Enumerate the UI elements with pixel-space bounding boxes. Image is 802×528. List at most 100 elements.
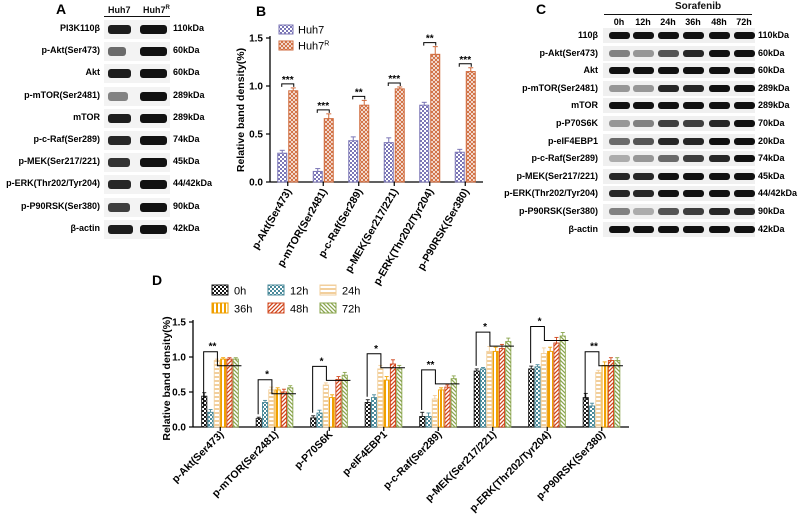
- blot-c-band: [609, 155, 630, 163]
- d-bar: [310, 417, 317, 428]
- d-y-axis-label: Relative band density(%): [161, 316, 173, 440]
- blot-c-band: [658, 172, 679, 180]
- blot-c-band: [609, 84, 630, 92]
- blot-c-band: [633, 172, 654, 180]
- blot-c-protein-label: p-P90RSK(Ser380): [518, 206, 598, 216]
- blot-c-band: [709, 225, 730, 233]
- d-bar: [419, 416, 426, 428]
- blot-a-band-huh7: [108, 224, 133, 234]
- blot-a-strip: [104, 64, 170, 84]
- b-category-label: p-ERK(Thr202/Tyr204): [371, 187, 436, 288]
- blot-a-strip: [104, 197, 170, 217]
- blot-c-band: [709, 137, 730, 145]
- d-bar: [371, 397, 378, 428]
- time-point-label: 36h: [685, 17, 701, 27]
- b-bar: [277, 152, 288, 183]
- blot-c-strip: [603, 151, 755, 167]
- blot-c-band: [658, 49, 679, 57]
- blot-c-strip: [603, 204, 755, 219]
- blot-c-strip: [603, 221, 755, 237]
- blot-c-band: [683, 190, 704, 198]
- blot-c-band: [683, 32, 704, 39]
- blot-c-band: [709, 155, 730, 163]
- time-point-label: 24h: [660, 17, 676, 27]
- blot-a-protein-label: p-P90RSK(Ser380): [20, 200, 100, 211]
- b-category-label: p-mTOR(Ser2481): [275, 187, 330, 270]
- blot-c-band: [609, 190, 630, 198]
- blot-a-protein-label: Akt: [85, 67, 100, 78]
- time-point-label: 72h: [736, 17, 752, 27]
- blot-c-strip: [603, 133, 755, 149]
- time-point-label: 48h: [711, 17, 727, 27]
- blot-c-strip: [603, 186, 755, 202]
- blot-c-kda-label: 60kDa: [758, 65, 785, 76]
- d-bar: [377, 368, 384, 428]
- b-category-label: p-c-Raf(Ser289): [316, 187, 365, 260]
- blot-c-band: [658, 225, 679, 233]
- d-bar: [341, 374, 348, 428]
- d-category-label: p-eIF4EBP1: [340, 429, 390, 479]
- blot-c-protein-label: p-P70S6K: [555, 118, 598, 128]
- blot-c-protein-label: Akt: [583, 65, 598, 76]
- d-significance-bracket: [312, 365, 351, 413]
- d-bar: [213, 360, 220, 428]
- blot-c-band: [734, 190, 755, 198]
- d-bar: [486, 350, 493, 428]
- d-bar: [492, 350, 499, 428]
- time-point-label: 0h: [613, 17, 625, 27]
- b-bar: [454, 151, 465, 183]
- blot-c-band: [609, 172, 630, 180]
- d-bar: [329, 397, 336, 428]
- blot-a-band-huh7r: [140, 136, 167, 145]
- blot-a-kda-label: 42kDa: [173, 222, 200, 233]
- d-bar: [383, 379, 390, 428]
- blot-c-protein-label: 110β: [577, 30, 598, 40]
- d-category-label: p-Akt(Ser473): [170, 429, 227, 486]
- blot-c-band: [609, 32, 630, 39]
- blot-c-band: [734, 155, 755, 163]
- blot-c-band: [683, 172, 704, 180]
- blot-c-band: [658, 190, 679, 198]
- blot-c-band: [633, 120, 654, 127]
- blot-a-band-huh7: [108, 158, 131, 168]
- d-significance-label: *: [265, 370, 269, 381]
- sorafenib-label: Sorafenib: [675, 1, 722, 12]
- d-bar: [601, 364, 608, 428]
- b-bar: [359, 104, 370, 183]
- d-bar: [614, 360, 621, 428]
- d-bar: [553, 342, 560, 428]
- blot-a-band-huh7r: [140, 202, 167, 212]
- blot-a-protein-label: p-mTOR(Ser2481): [24, 89, 100, 100]
- b-significance-label: ***: [282, 75, 294, 86]
- blot-c-band: [609, 102, 630, 110]
- d-category-label: p-MEK(Ser217/221): [423, 429, 499, 505]
- blot-c-band: [658, 84, 679, 92]
- b-bar: [394, 88, 405, 183]
- d-category-label: p-P70S6K: [292, 428, 335, 471]
- d-bar: [389, 363, 397, 428]
- blot-c-kda-label: 20kDa: [758, 135, 785, 146]
- blot-c-band: [633, 208, 654, 215]
- blot-c-band: [709, 120, 730, 127]
- d-legend-label: 72h: [342, 304, 360, 316]
- blot-c-band: [658, 67, 679, 75]
- blot-c-band: [709, 190, 730, 198]
- blot-a-protein-label: PI3K110β: [59, 23, 100, 33]
- d-significance-bracket: [203, 351, 242, 407]
- blot-c-band: [734, 84, 755, 92]
- b-legend-label: Huh7R: [298, 41, 329, 53]
- d-significance-bracket: [530, 326, 569, 364]
- blot-c-band: [633, 225, 654, 233]
- b-significance-bracket: [423, 42, 437, 46]
- blot-a-band-huh7: [108, 47, 127, 57]
- blot-c-kda-label: 289kDa: [758, 82, 790, 93]
- d-bar: [589, 405, 596, 428]
- lane-divider: [104, 16, 170, 17]
- blot-c-band: [633, 155, 654, 163]
- blot-a-band-huh7: [108, 91, 128, 101]
- blot-a-band-huh7r: [140, 25, 167, 34]
- b-significance-label: **: [355, 87, 363, 98]
- b-legend-swatch: [278, 40, 294, 51]
- lane-label-huh7r: Huh7R: [143, 5, 170, 15]
